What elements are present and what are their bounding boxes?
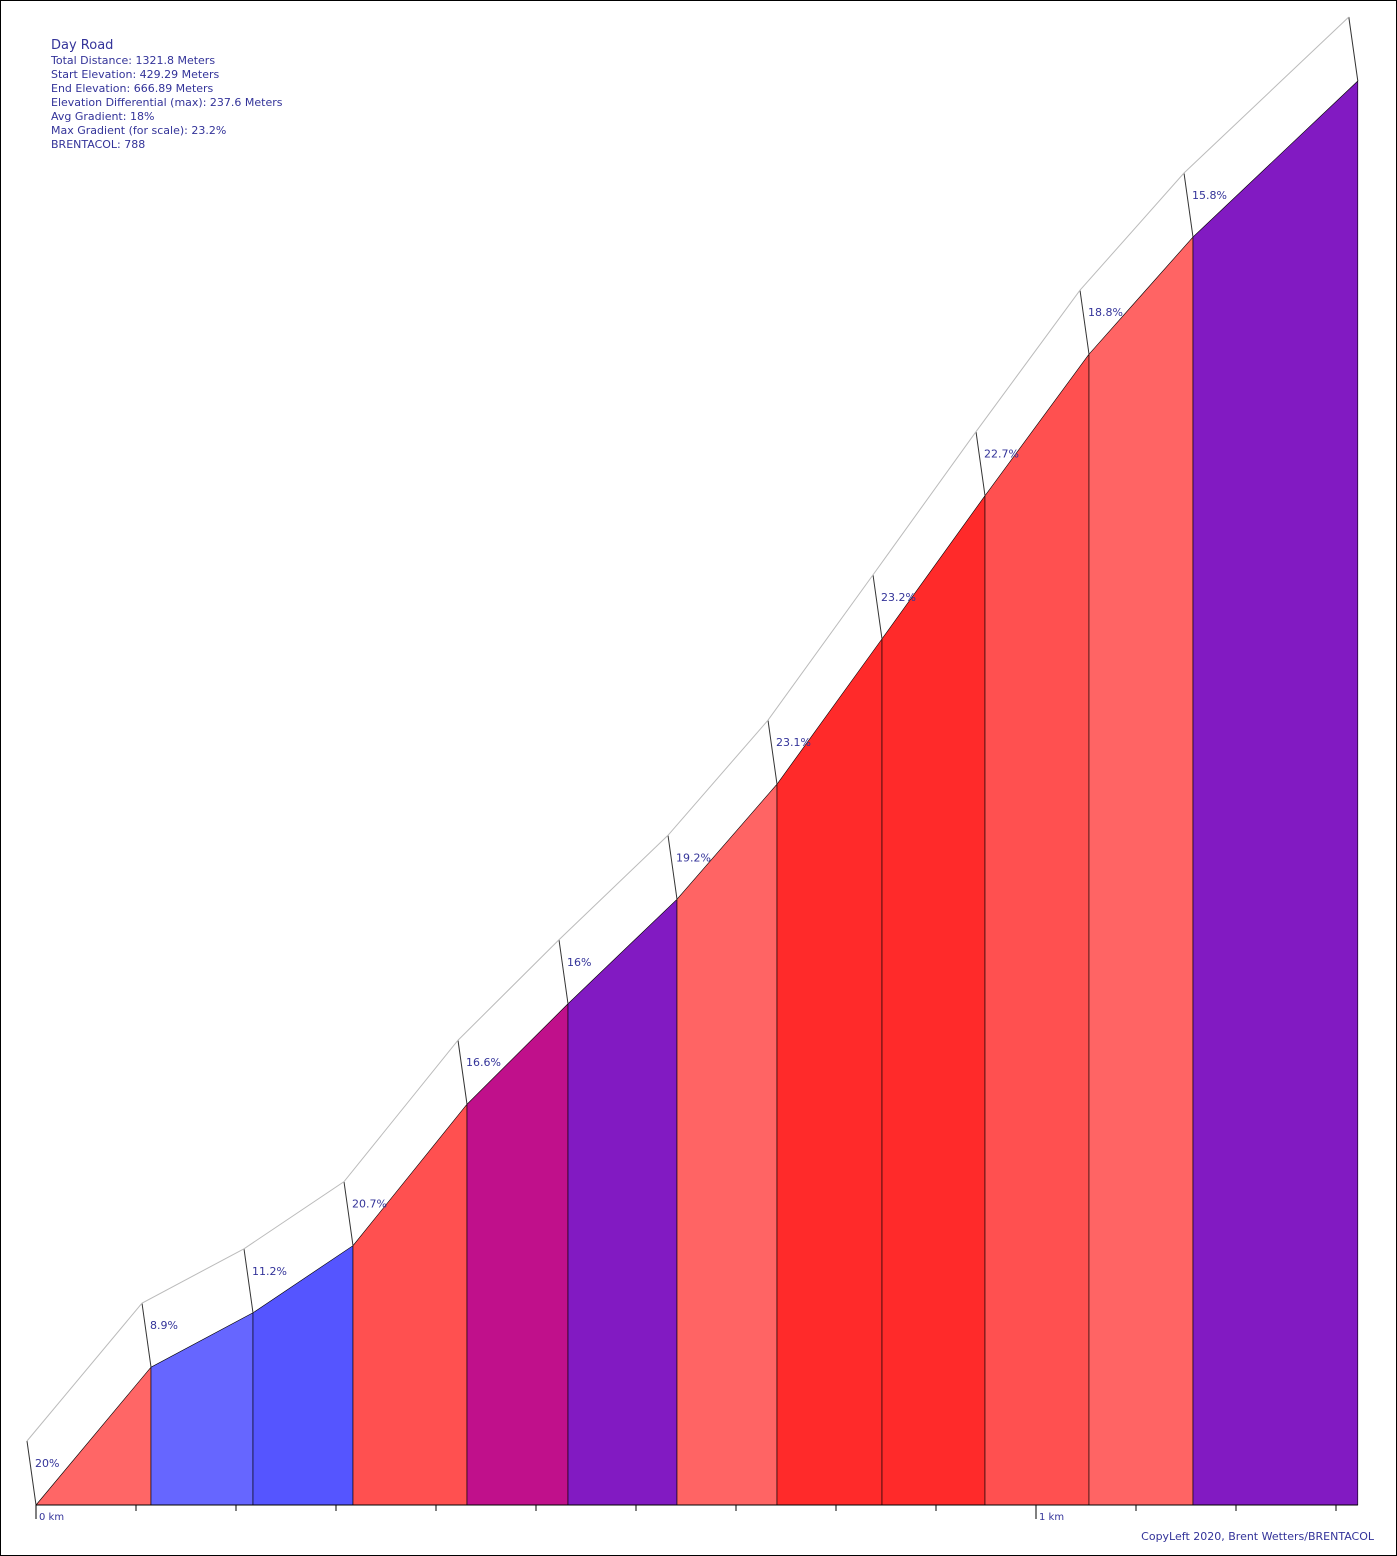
ribbon-connector — [872, 574, 883, 639]
x-axis-tick-label: 1 km — [1039, 1512, 1064, 1523]
segment-gradient-label: 19.2% — [676, 851, 711, 864]
ribbon-connector — [457, 1040, 468, 1105]
ribbon-connector — [1183, 172, 1194, 238]
avg-gradient: Avg Gradient: 18% — [51, 110, 155, 123]
ribbon-connector — [141, 1303, 152, 1368]
segment-gradient-label: 16.6% — [466, 1056, 501, 1069]
ribbon-back-edge — [26, 16, 1350, 1442]
start-elevation: Start Elevation: 429.29 Meters — [51, 68, 220, 81]
segment-gradient-label: 11.2% — [252, 1265, 287, 1278]
total-distance: Total Distance: 1321.8 Meters — [51, 54, 216, 67]
ribbon-connector — [343, 1181, 354, 1246]
segment-gradient-label: 22.7% — [984, 448, 1019, 461]
route-title: Day Road — [51, 38, 114, 53]
segment-gradient-label: 20% — [35, 1457, 59, 1470]
gradient-segment — [150, 1312, 254, 1506]
ribbon-connector — [26, 1440, 37, 1506]
segment-gradient-label: 23.1% — [776, 736, 811, 749]
gradient-segment — [567, 898, 678, 1506]
segment-gradient-label: 15.8% — [1192, 189, 1227, 202]
gradient-segment — [776, 637, 883, 1506]
segment-gradient-label: 18.8% — [1088, 306, 1123, 319]
ribbon-connector — [767, 720, 778, 785]
brentacol-score: BRENTACOL: 788 — [51, 138, 146, 151]
ribbon-connector — [975, 431, 986, 496]
end-elevation: End Elevation: 666.89 Meters — [51, 82, 214, 95]
segment-gradient-label: 8.9% — [150, 1319, 178, 1332]
ribbon-connector — [558, 939, 569, 1004]
route-summary: Day Road Total Distance: 1321.8 Meters S… — [51, 38, 282, 152]
ribbon-connector — [1079, 290, 1090, 355]
gradient-segment — [881, 494, 986, 1506]
ribbon-connector — [243, 1248, 254, 1313]
segment-gradient-label: 23.2% — [881, 591, 916, 604]
max-gradient: Max Gradient (for scale): 23.2% — [51, 124, 227, 137]
gradient-segment — [466, 1003, 569, 1506]
gradient-segment — [352, 1103, 468, 1506]
ribbon-connector — [667, 835, 678, 900]
segment-gradient-label: 20.7% — [352, 1198, 387, 1211]
x-axis-tick-label: 0 km — [39, 1512, 64, 1523]
gradient-segment — [984, 353, 1090, 1506]
copyleft-notice: CopyLeft 2020, Brent Wetters/BRENTACOL — [1141, 1530, 1374, 1543]
segment-gradient-label: 16% — [567, 956, 591, 969]
ribbon-connector — [1348, 16, 1359, 82]
elevation-differential: Elevation Differential (max): 237.6 Mete… — [51, 96, 283, 109]
gradient-segment — [1192, 80, 1359, 1506]
gradient-segment — [676, 783, 778, 1506]
gradient-segment — [1088, 236, 1194, 1506]
gradient-segment — [252, 1245, 354, 1506]
gradient-segment — [35, 1366, 152, 1506]
